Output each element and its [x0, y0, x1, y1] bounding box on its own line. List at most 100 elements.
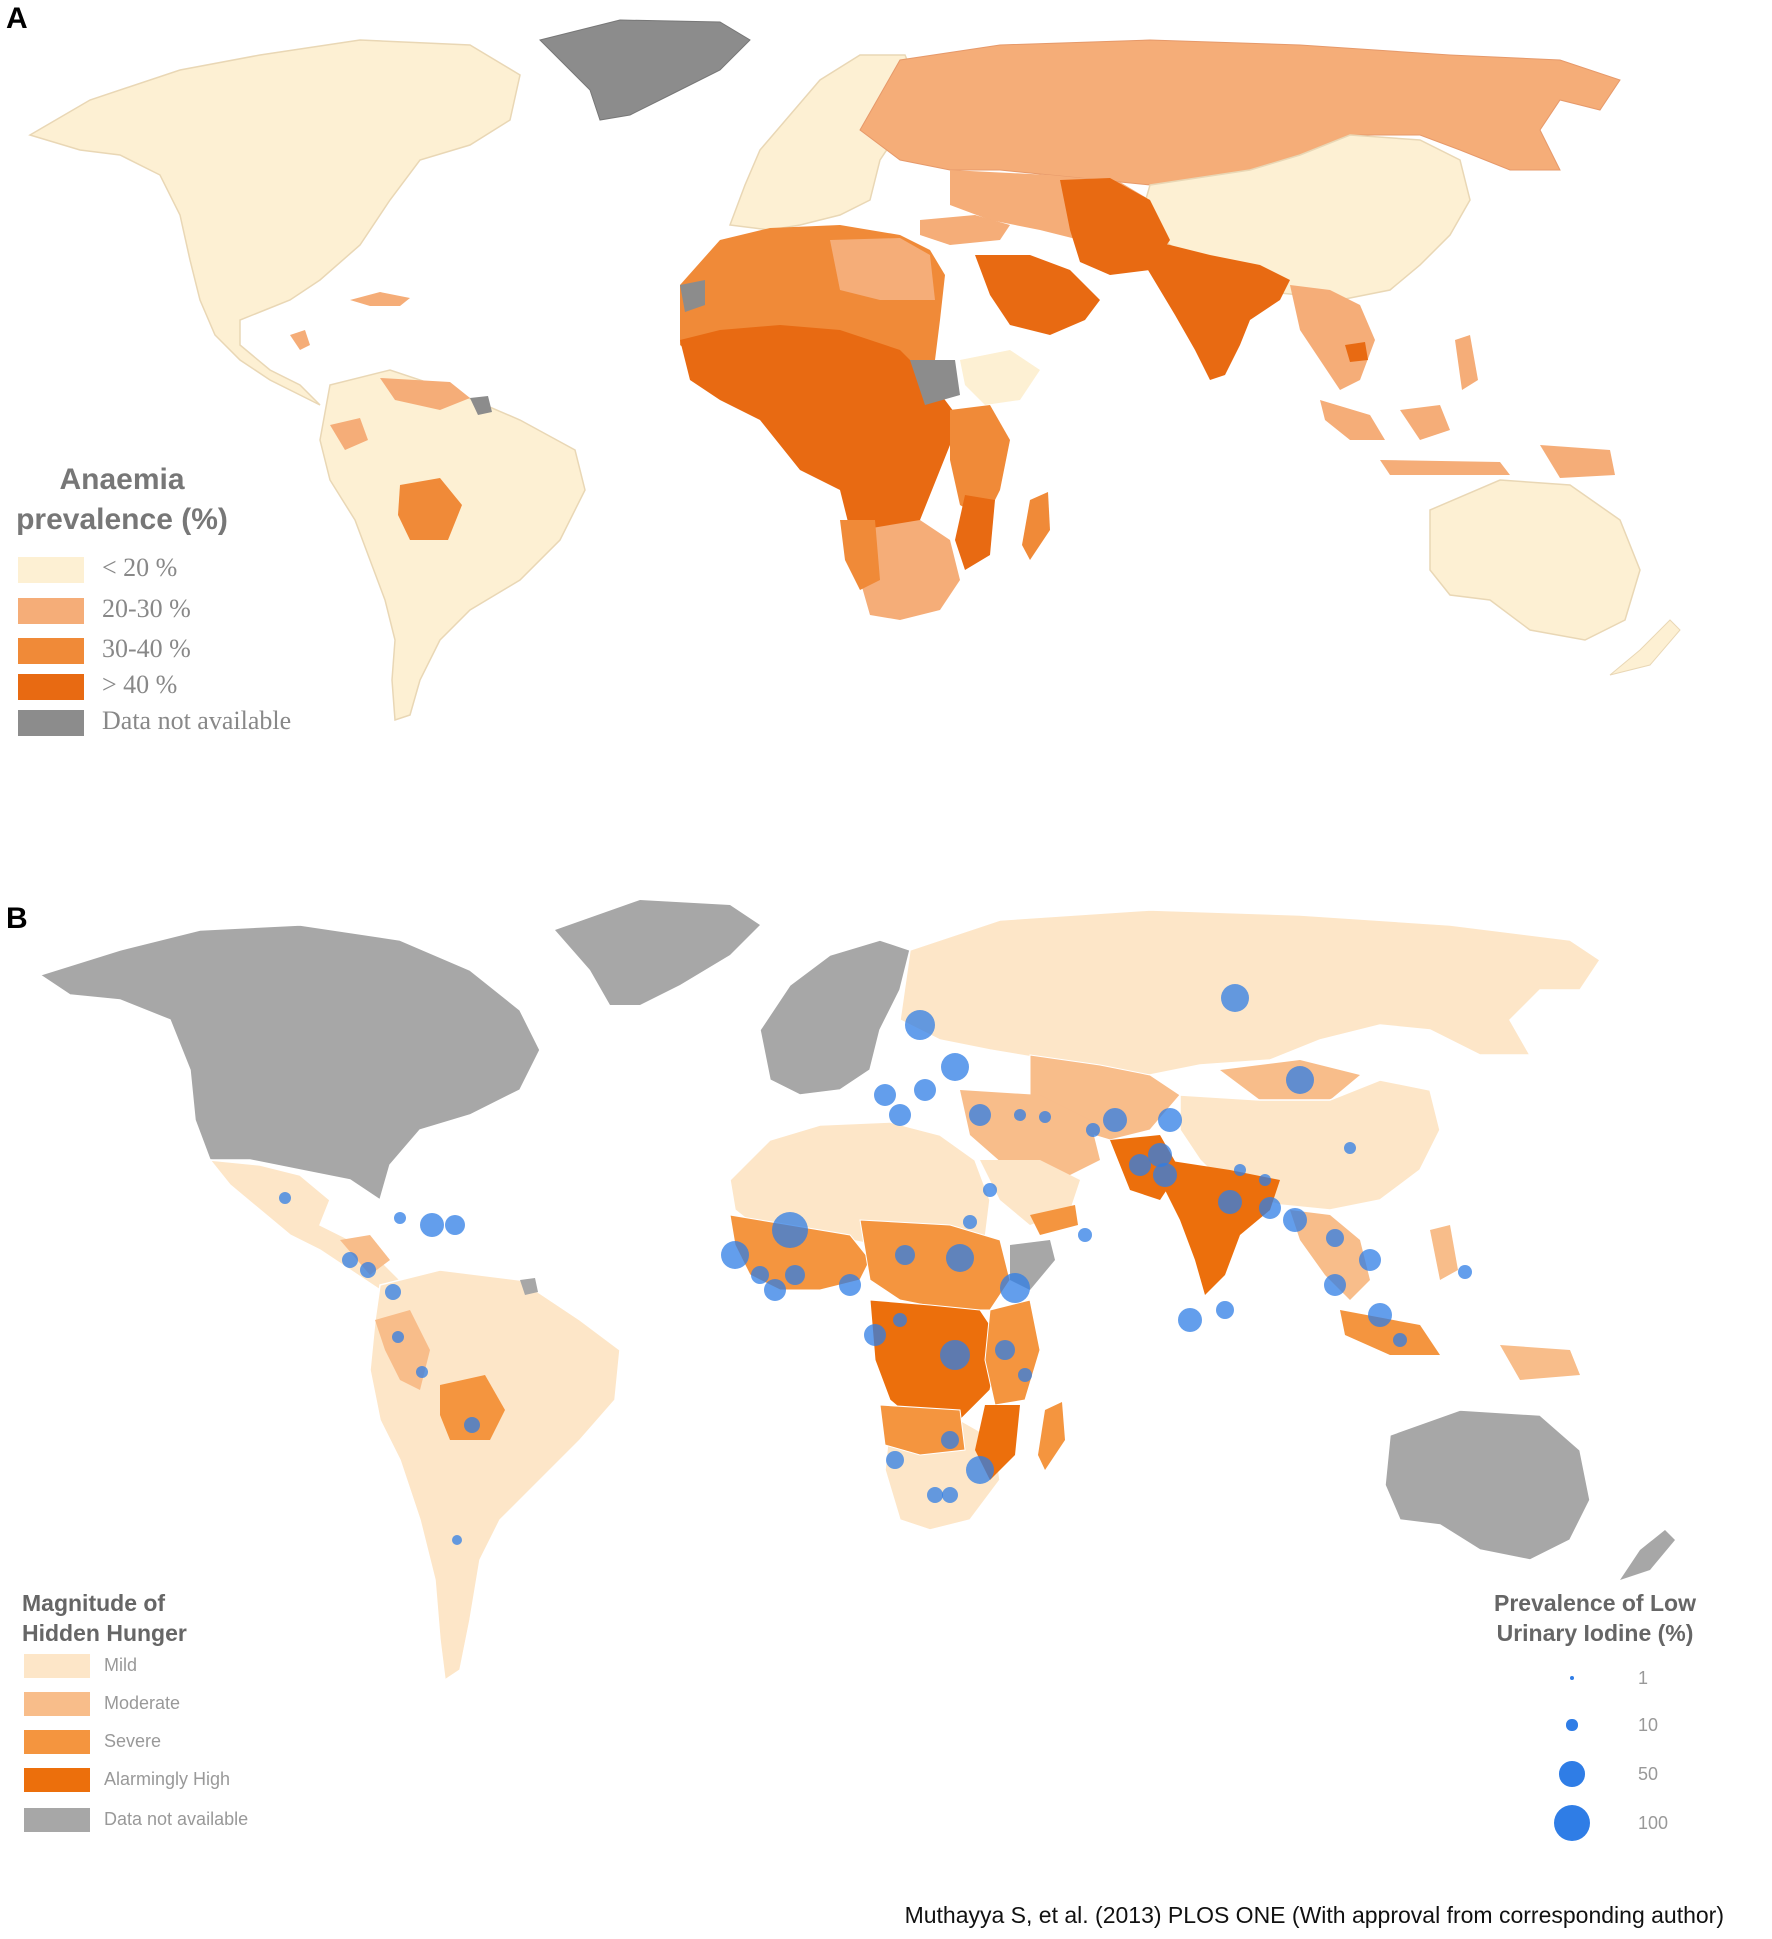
panel-a-label: A [6, 2, 28, 35]
iodine-bubble [751, 1266, 769, 1284]
iodine-bubble [1393, 1333, 1407, 1347]
iodine-bubble [1234, 1164, 1246, 1176]
iodine-bubble [1178, 1308, 1202, 1332]
iodine-bubble [1148, 1143, 1172, 1167]
iodine-bubble [721, 1241, 749, 1269]
region-australia [1429, 479, 1641, 641]
iodine-bubble [914, 1079, 936, 1101]
iodine-bubble [1218, 1190, 1242, 1214]
legend-label: Alarmingly High [104, 1769, 231, 1789]
region-philippines [1430, 1225, 1458, 1280]
region-mozambique [955, 495, 995, 570]
anaemia-legend: Anaemia prevalence (%) [12, 460, 232, 540]
region-western-sahara [680, 280, 705, 312]
iodine-size-item: 100 [1552, 1805, 1702, 1845]
iodine-bubble [1324, 1274, 1346, 1296]
iodine-bubble [927, 1487, 943, 1503]
region-east-africa-horn [960, 350, 1040, 405]
legend-swatch [24, 1768, 90, 1792]
region-north-america [28, 39, 521, 406]
legend-swatch [24, 1808, 90, 1832]
size-bubble [1559, 1761, 1585, 1787]
region-caribbean [350, 292, 410, 306]
region-west-central-africa [680, 325, 960, 560]
iodine-bubble [785, 1265, 805, 1285]
iodine-bubble [895, 1245, 915, 1265]
iodine-bubble [969, 1104, 991, 1126]
region-iran-afghanistan-pakistan [1060, 178, 1170, 275]
legend-label: Moderate [104, 1693, 181, 1713]
region-new-guinea [1500, 1345, 1580, 1380]
iodine-bubble [1129, 1154, 1151, 1176]
panel-b-label: B [6, 902, 28, 935]
hunger-legend-title-line1: Magnitude of [22, 1590, 166, 1616]
region-greenland [539, 19, 751, 121]
size-label: 10 [1638, 1715, 1659, 1735]
iodine-bubble [963, 1215, 977, 1229]
iodine-bubble [1158, 1108, 1182, 1132]
hunger-legend: Magnitude of Hidden Hunger [22, 1588, 282, 1648]
iodine-bubble [1000, 1273, 1030, 1303]
region-yemen [1030, 1205, 1078, 1235]
iodine-bubble [1283, 1208, 1307, 1232]
legend-swatch [18, 557, 84, 583]
iodine-bubble [1221, 984, 1249, 1012]
region-south-america [369, 1269, 621, 1682]
region-indonesia-1 [1320, 400, 1385, 440]
region-indonesia-3 [1380, 460, 1510, 475]
region-sudan-gap [910, 360, 960, 405]
iodine-bubble [886, 1451, 904, 1469]
iodine-bubble [416, 1366, 428, 1378]
iodine-bubble [1086, 1123, 1100, 1137]
legend-swatch [24, 1692, 90, 1716]
legend-swatch [24, 1654, 90, 1678]
region-southern-africa [860, 520, 960, 620]
legend-label: Mild [104, 1655, 138, 1675]
region-madagascar [1022, 492, 1050, 560]
region-greenland [555, 900, 760, 1005]
region-southeast-asia [1290, 285, 1375, 390]
legend-swatch [18, 638, 84, 664]
citation-text: Muthayya S, et al. (2013) PLOS ONE (With… [904, 1902, 1724, 1928]
iodine-bubble [1326, 1229, 1344, 1247]
iodine-size-item: 10 [1552, 1707, 1702, 1747]
legend-label: Data not available [102, 706, 292, 735]
iodine-bubble [1039, 1111, 1051, 1123]
iodine-bubble [995, 1340, 1015, 1360]
region-new-guinea [1540, 445, 1615, 478]
legend-label: < 20 % [102, 553, 178, 582]
region-central-america [290, 330, 310, 350]
region-india [1145, 240, 1290, 380]
region-new-zealand [1609, 619, 1681, 676]
size-label: 50 [1638, 1764, 1659, 1784]
iodine-bubble [966, 1456, 994, 1484]
region-south-america [319, 369, 586, 722]
region-angola-namibia [840, 520, 880, 590]
region-india [1165, 1160, 1280, 1295]
iodine-size-item: 50 [1552, 1756, 1702, 1796]
region-colombia [330, 418, 368, 450]
iodine-bubble [983, 1183, 997, 1197]
iodine-bubble [1259, 1174, 1271, 1186]
region-philippines [1455, 335, 1478, 390]
region-middle-east [960, 1090, 1100, 1180]
iodine-bubble [764, 1279, 786, 1301]
iodine-size-legend: Prevalence of Low Urinary Iodine (%) [1470, 1588, 1720, 1648]
iodine-bubble [360, 1262, 376, 1278]
iodine-bubble [1103, 1108, 1127, 1132]
anaemia-world-map [28, 19, 1681, 722]
legend-swatch [18, 710, 84, 736]
iodine-bubble [1216, 1301, 1234, 1319]
iodine-bubble [772, 1212, 808, 1248]
hidden-hunger-world-map [38, 900, 1675, 1682]
region-europe [759, 939, 911, 1096]
legend-label: > 40 % [102, 670, 178, 699]
region-arabia [980, 1160, 1080, 1225]
region-turkey [920, 215, 1010, 245]
iodine-legend-title-line2: Urinary Iodine (%) [1496, 1620, 1694, 1646]
region-australia [1384, 1409, 1591, 1561]
size-bubble [1566, 1719, 1578, 1731]
region-indonesia [1340, 1310, 1440, 1355]
iodine-bubble [941, 1431, 959, 1449]
iodine-bubble [1359, 1249, 1381, 1271]
